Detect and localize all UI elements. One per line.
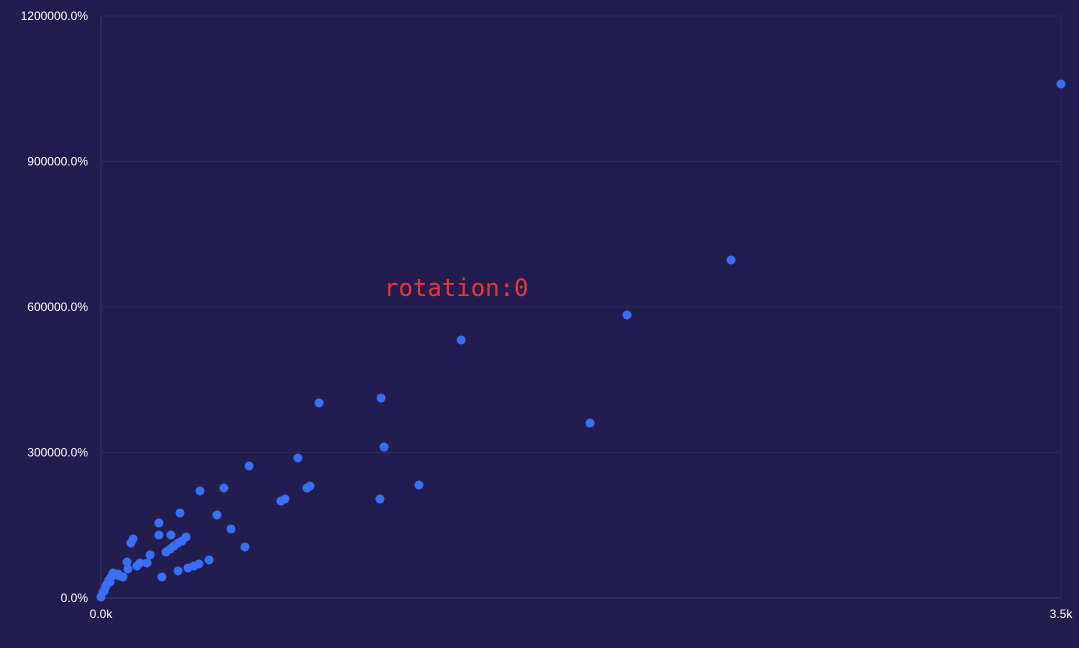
data-point[interactable]	[726, 255, 736, 265]
data-point[interactable]	[175, 508, 185, 518]
data-point[interactable]	[161, 547, 171, 557]
data-point[interactable]	[145, 550, 155, 560]
y-tick-label: 0.0%	[61, 591, 89, 605]
y-tick-label: 600000.0%	[27, 300, 88, 314]
annotation-text: rotation:0	[384, 274, 529, 302]
data-point[interactable]	[314, 398, 324, 408]
data-point[interactable]	[173, 566, 183, 576]
data-point[interactable]	[154, 530, 164, 540]
x-tick-label: 3.5k	[1050, 607, 1074, 621]
data-point[interactable]	[126, 538, 136, 548]
data-point[interactable]	[166, 530, 176, 540]
y-tick-label: 1200000.0%	[21, 9, 89, 23]
data-point[interactable]	[276, 496, 286, 506]
x-tick-label: 0.0k	[90, 607, 114, 621]
data-point[interactable]	[212, 510, 222, 520]
y-tick-label: 900000.0%	[27, 155, 88, 169]
data-point[interactable]	[379, 442, 389, 452]
data-point[interactable]	[414, 480, 424, 490]
data-point[interactable]	[204, 555, 214, 565]
data-point[interactable]	[183, 563, 193, 573]
data-point[interactable]	[157, 572, 167, 582]
grid-lines	[101, 15, 1062, 598]
data-point[interactable]	[376, 393, 386, 403]
data-point[interactable]	[219, 483, 229, 493]
data-point[interactable]	[585, 418, 595, 428]
axes	[100, 16, 1061, 599]
data-point[interactable]	[123, 564, 133, 574]
data-point[interactable]	[142, 558, 152, 568]
data-points	[96, 79, 1066, 602]
data-point[interactable]	[375, 494, 385, 504]
data-point[interactable]	[108, 568, 118, 578]
y-tick-label: 300000.0%	[27, 446, 88, 460]
tick-labels: 0.0% 300000.0% 600000.0% 900000.0% 1200000.0…	[21, 9, 1074, 621]
data-point[interactable]	[115, 571, 125, 581]
data-point[interactable]	[1056, 79, 1066, 89]
data-point[interactable]	[122, 557, 132, 567]
data-point[interactable]	[226, 524, 236, 534]
data-point[interactable]	[132, 561, 142, 571]
data-point[interactable]	[240, 542, 250, 552]
data-point[interactable]	[293, 453, 303, 463]
data-point[interactable]	[622, 310, 632, 320]
data-point[interactable]	[101, 581, 111, 591]
data-point[interactable]	[302, 483, 312, 493]
data-point[interactable]	[195, 486, 205, 496]
data-point[interactable]	[154, 518, 164, 528]
data-point[interactable]	[456, 335, 466, 345]
data-point[interactable]	[244, 461, 254, 471]
